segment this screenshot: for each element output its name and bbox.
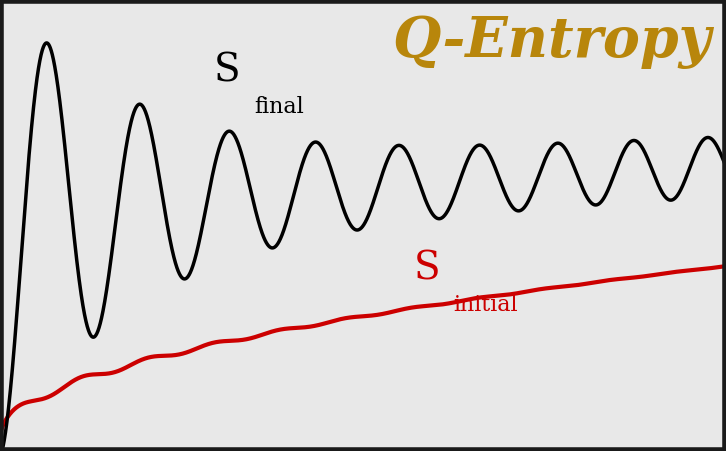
Text: S: S — [214, 52, 241, 89]
Text: initial: initial — [454, 294, 518, 316]
Text: S: S — [414, 251, 441, 288]
Text: Q-Entropy: Q-Entropy — [393, 14, 711, 69]
Text: final: final — [254, 96, 304, 118]
